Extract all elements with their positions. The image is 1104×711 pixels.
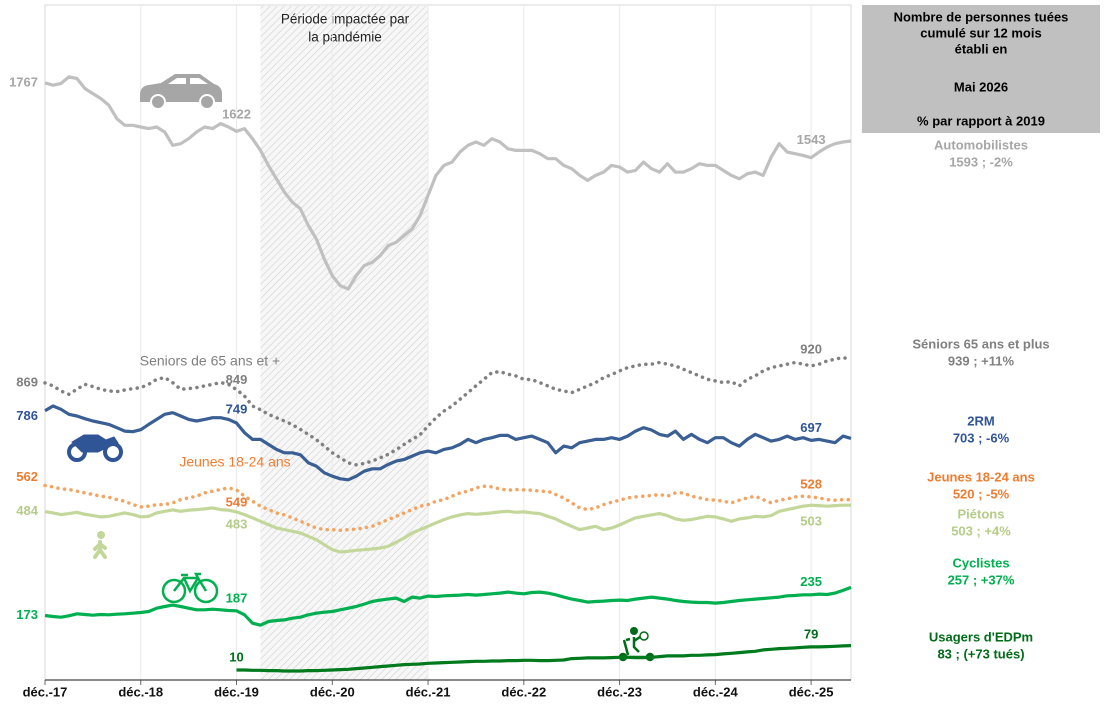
x-tick-label: déc.-22	[501, 684, 546, 699]
x-tick-label: déc.-23	[597, 684, 642, 699]
inline-series-label: Jeunes 18-24 ans	[179, 454, 290, 470]
value-label: 173	[16, 607, 38, 622]
legend-name: Usagers d'EDPm	[929, 629, 1033, 644]
motorcycle-icon	[67, 434, 123, 462]
legend-title: cumulé sur 12 mois	[920, 25, 1041, 40]
value-label: 1622	[222, 107, 251, 122]
series-line	[44, 75, 852, 291]
pedestrian-icon	[93, 531, 107, 559]
series-line	[43, 355, 853, 467]
legend-title: % par rapport à 2019	[917, 113, 1045, 128]
value-label: 1767	[9, 74, 38, 89]
value-label: 749	[226, 401, 248, 416]
legend-summary: 1593 ; -2%	[949, 154, 1013, 169]
x-tick-label: déc.-17	[23, 684, 68, 699]
value-label: 235	[800, 574, 822, 589]
value-label: 79	[804, 626, 818, 641]
legend-summary: 520 ; -5%	[953, 486, 1010, 501]
value-label: 187	[226, 590, 248, 605]
legend-summary: 503 ; +4%	[951, 523, 1011, 538]
legend-name: Automobilistes	[934, 137, 1028, 152]
series-line	[43, 483, 853, 533]
legend-title: Nombre de personnes tuées	[894, 9, 1069, 24]
value-label: 549	[226, 494, 248, 509]
x-tick-label: déc.-18	[118, 684, 163, 699]
bicycle-icon	[161, 572, 219, 604]
value-label: 503	[800, 514, 822, 529]
legend-name: 2RM	[967, 413, 994, 428]
legend-title: établi en	[955, 41, 1008, 56]
inline-series-label: Seniors de 65 ans et +	[140, 353, 281, 369]
legend-title: Mai 2026	[954, 79, 1008, 94]
value-label: 483	[226, 516, 248, 531]
legend-name: Séniors 65 ans et plus	[912, 336, 1049, 351]
value-label: 528	[800, 476, 822, 491]
x-tick-label: déc.-24	[693, 684, 739, 699]
pandemic-label: Période impactée par	[281, 12, 410, 27]
value-label: 562	[16, 469, 38, 484]
value-label: 786	[16, 408, 38, 423]
x-tick-label: déc.-19	[214, 684, 259, 699]
legend-name: Piétons	[958, 506, 1005, 521]
series-line	[44, 404, 852, 482]
value-label: 484	[16, 503, 38, 518]
x-tick-label: déc.-25	[789, 684, 834, 699]
value-label: 10	[229, 649, 243, 664]
legend-summary: 83 ; (+73 tués)	[937, 646, 1024, 661]
pandemic-label: la pandémie	[308, 30, 382, 45]
legend-header-box	[862, 5, 1100, 133]
series-line	[236, 644, 852, 673]
legend-name: Cyclistes	[952, 555, 1009, 570]
series-line	[44, 503, 851, 554]
legend-summary: 257 ; +37%	[948, 572, 1015, 587]
scooter-icon	[618, 627, 655, 662]
x-tick-label: déc.-21	[406, 684, 451, 699]
value-label: 697	[800, 420, 822, 435]
value-label: 849	[226, 372, 248, 387]
x-tick-label: déc.-20	[310, 684, 355, 699]
value-label: 920	[800, 341, 822, 356]
legend-name: Jeunes 18-24 ans	[927, 469, 1035, 484]
legend-summary: 939 ; +11%	[948, 353, 1015, 368]
pandemic-region	[260, 6, 429, 680]
car-icon	[140, 74, 222, 110]
value-label: 1543	[797, 132, 826, 147]
series-line	[44, 585, 852, 627]
legend-summary: 703 ; -6%	[953, 430, 1010, 445]
value-label: 869	[16, 374, 38, 389]
